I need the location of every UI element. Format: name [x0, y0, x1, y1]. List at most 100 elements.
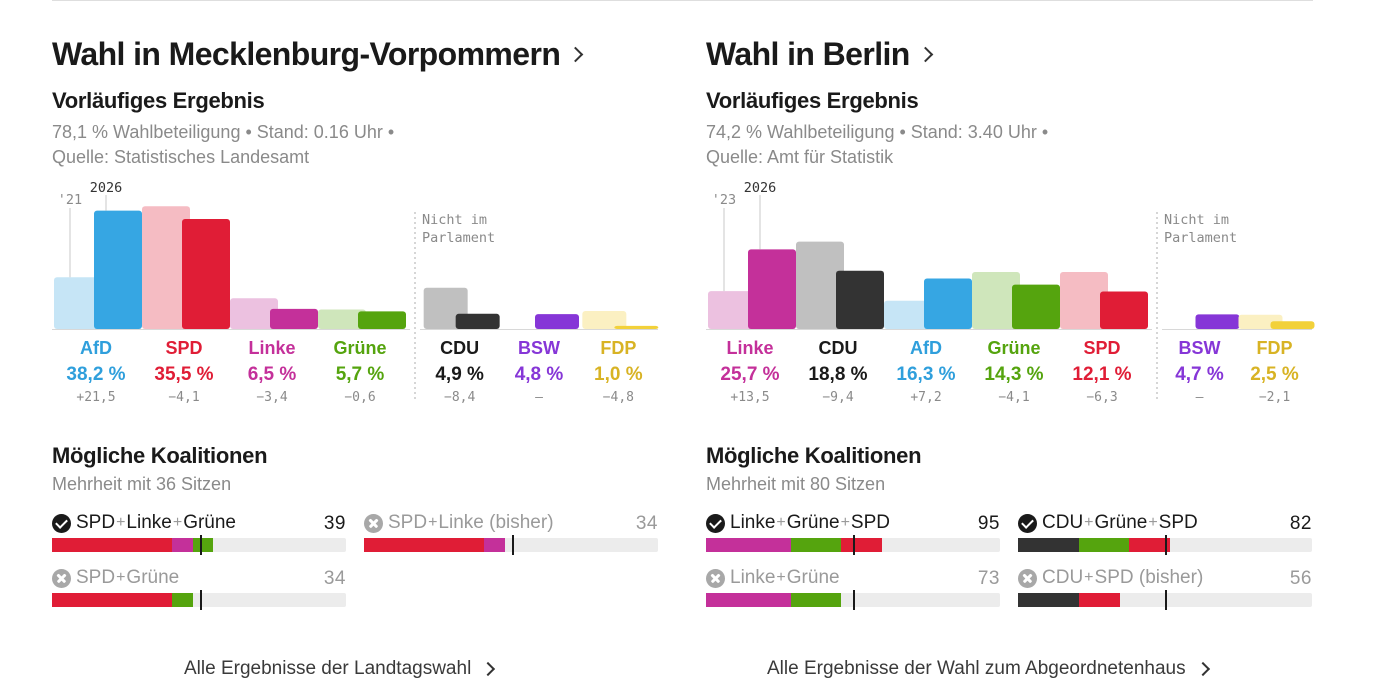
bar-previous-linke [230, 298, 278, 329]
party-label: FDP [1257, 338, 1293, 358]
source-line: Quelle: Amt für Statistik [706, 147, 894, 167]
all-results-link[interactable]: Alle Ergebnisse der Landtagswahl [184, 658, 496, 680]
party-value: 4,9 % [435, 364, 484, 385]
party-diff: +13,5 [730, 390, 769, 405]
plus-sign: + [172, 514, 183, 531]
seat-segment-spd [1079, 593, 1120, 607]
coalition-party: Linke [438, 512, 484, 533]
party-diff: −6,3 [1086, 390, 1117, 405]
party-value: 25,7 % [720, 364, 779, 385]
party-label: BSW [518, 338, 560, 358]
result-subtitle: Vorläufiges Ergebnis [706, 88, 919, 113]
plus-sign: + [840, 514, 850, 531]
turnout-status-line: 78,1 % Wahlbeteiligung • Stand: 0.16 Uhr… [52, 122, 395, 142]
party-value: 35,5 % [154, 364, 213, 385]
results-chart-svg: Linke 25,7 % +13,5 CDU 18,8 % −9,4 AfD 16,3 % +7… [706, 180, 1315, 405]
party-value: 1,0 % [594, 364, 643, 385]
plus-sign: + [776, 514, 786, 531]
seat-segment-linke [172, 538, 193, 552]
seat-segment-linke [706, 593, 792, 607]
coalition-item[interactable]: CDU + Grüne + SPD 82 [1018, 512, 1312, 556]
current-year-label: 2026 [744, 180, 777, 196]
party-diff: – [1196, 390, 1204, 405]
bar-previous-cdu [796, 241, 844, 329]
results-chart-svg: AfD 38,2 % +21,5 SPD 35,5 % −4,1 Linke 6,5 % −3,… [52, 180, 659, 405]
plus-sign: + [116, 569, 126, 586]
all-results-link[interactable]: Alle Ergebnisse der Wahl zum Abgeordnete… [767, 658, 1210, 680]
bar-previous-grüne [318, 309, 366, 329]
not-in-parliament-label: Nicht im [422, 212, 487, 228]
plus-sign: + [1084, 514, 1094, 531]
coalition-status: (bisher) [483, 512, 554, 533]
election-title-link[interactable]: Wahl in Mecklenburg-Vorpommern [52, 36, 584, 73]
coalition-item[interactable]: SPD + Linke + Grüne 39 [52, 512, 346, 556]
majority-marker [512, 535, 515, 555]
result-subtitle: Vorläufiges Ergebnis [52, 88, 265, 113]
coalition-item[interactable]: CDU + SPD (bisher) 56 [1018, 567, 1312, 611]
turnout-status-line: 74,2 % Wahlbeteiligung • Stand: 3.40 Uhr… [706, 122, 1049, 142]
coalition-seat-bar [1018, 535, 1312, 555]
seat-segment-grüne [791, 593, 841, 607]
election-title: Wahl in Berlin [706, 36, 910, 72]
coalition-item[interactable]: Linke + Grüne 73 [706, 567, 1000, 611]
not-in-parliament-label: Parlament [1164, 230, 1237, 246]
party-diff: −4,8 [603, 390, 634, 405]
check-circle-icon [706, 513, 725, 533]
current-year-label: 2026 [90, 180, 123, 196]
bar-current-linke [748, 249, 796, 329]
party-value: 4,8 % [515, 364, 564, 385]
coalition-party: Grüne [786, 512, 840, 533]
cross-circle-icon [364, 513, 383, 533]
coalition-label: SPD + Linke (bisher) [364, 512, 554, 534]
party-diff: −4,1 [168, 390, 199, 405]
seat-segment-linke [484, 538, 505, 552]
coalition-label: CDU + Grüne + SPD [1018, 512, 1198, 534]
election-title-link[interactable]: Wahl in Berlin [706, 36, 934, 73]
bar-current-cdu [455, 313, 500, 329]
coalition-item[interactable]: Linke + Grüne + SPD 95 [706, 512, 1000, 556]
coalition-party: SPD [1094, 567, 1134, 588]
bar-current-grüne [358, 311, 406, 329]
party-diff: −2,1 [1259, 390, 1290, 405]
majority-marker [200, 590, 203, 610]
bar-current-afd [924, 278, 972, 329]
coalition-seats: 73 [977, 568, 1000, 589]
bar-current-bsw [1195, 314, 1240, 329]
results-bar-chart: Linke 25,7 % +13,5 CDU 18,8 % −9,4 AfD 16,3 % +7… [706, 170, 1315, 410]
coalition-seat-bar [1018, 590, 1312, 610]
coalition-seat-bar [706, 535, 1000, 555]
coalition-label: CDU + SPD (bisher) [1018, 567, 1203, 589]
source-line: Quelle: Statistisches Landesamt [52, 147, 310, 167]
party-label: CDU [819, 338, 858, 358]
party-value: 12,1 % [1072, 364, 1131, 385]
check-circle-icon [1018, 513, 1037, 533]
party-label: SPD [1083, 338, 1120, 358]
cross-circle-icon [1018, 568, 1037, 588]
coalition-item[interactable]: SPD + Linke (bisher) 34 [364, 512, 658, 556]
coalition-label: SPD + Linke + Grüne [52, 512, 236, 534]
plus-sign: + [1148, 514, 1158, 531]
bar-previous-fdp [582, 311, 627, 329]
party-label: Grüne [333, 338, 386, 358]
result-meta: 78,1 % Wahlbeteiligung • Stand: 0.16 Uhr… [52, 120, 394, 170]
result-meta: 74,2 % Wahlbeteiligung • Stand: 3.40 Uhr… [706, 120, 1048, 170]
not-in-parliament-label: Parlament [422, 230, 495, 246]
coalition-party: Linke [730, 512, 776, 533]
coalition-label: SPD + Grüne [52, 567, 179, 589]
majority-marker [1164, 590, 1167, 610]
majority-note: Mehrheit mit 80 Sitzen [706, 474, 886, 494]
seat-segment-cdu [1018, 593, 1080, 607]
coalition-seats: 34 [635, 513, 658, 534]
coalition-seats: 95 [977, 513, 1000, 534]
majority-marker [200, 535, 203, 555]
top-divider [52, 0, 1313, 1]
coalition-seat-bar [706, 590, 1000, 610]
seat-segment-grüne [791, 538, 841, 552]
coalition-party: Grüne [183, 512, 236, 533]
party-label: SPD [165, 338, 202, 358]
coalition-seats: 39 [323, 513, 346, 534]
chevron-right-icon [481, 661, 496, 677]
coalition-item[interactable]: SPD + Grüne 34 [52, 567, 346, 611]
coalition-label: Linke + Grüne [706, 567, 840, 589]
cross-circle-icon [52, 568, 71, 588]
